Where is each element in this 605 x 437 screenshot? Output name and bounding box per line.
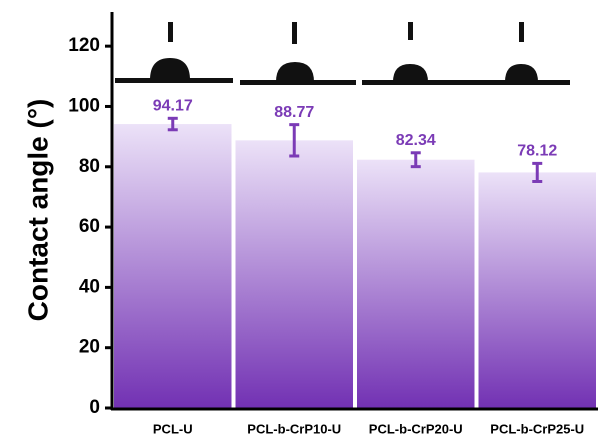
chart: Contact angle (°) 0 20 40 60 80 100 120 PCL-U 94… <box>0 0 605 437</box>
y-tick-label: 0 <box>89 397 100 418</box>
droplet <box>393 64 428 82</box>
needle <box>292 22 297 44</box>
data-label: 78.12 <box>517 143 557 160</box>
droplet <box>505 64 538 82</box>
needle <box>519 22 524 42</box>
x-tick-label: PCL-b-CrP10-U <box>247 421 341 436</box>
data-label: 88.77 <box>274 104 314 121</box>
droplet <box>150 58 190 80</box>
page: Contact angle (°) 0 20 40 60 80 100 120 PCL-U 94… <box>0 0 605 437</box>
bars <box>114 124 596 408</box>
needle <box>168 22 173 42</box>
data-label: 82.34 <box>396 132 436 149</box>
y-tick-label: 80 <box>79 156 100 177</box>
bar <box>357 160 475 408</box>
droplet-images <box>115 22 570 85</box>
y-tick-label: 20 <box>79 337 100 358</box>
bar <box>114 124 232 408</box>
y-axis-title: Contact angle (°) <box>22 99 53 322</box>
y-tick-label: 100 <box>68 95 100 116</box>
y-tick-label: 40 <box>79 276 100 297</box>
needle <box>408 22 413 40</box>
y-tick-label: 60 <box>79 216 100 237</box>
bar <box>479 172 597 408</box>
x-tick-label: PCL-b-CrP25-U <box>490 421 584 436</box>
x-tick-label: PCL-b-CrP20-U <box>369 421 463 436</box>
data-label: 94.17 <box>153 98 193 115</box>
bar <box>236 140 354 408</box>
x-tick-label: PCL-U <box>153 421 193 436</box>
droplet <box>276 62 314 82</box>
y-tick-label: 120 <box>68 35 100 56</box>
